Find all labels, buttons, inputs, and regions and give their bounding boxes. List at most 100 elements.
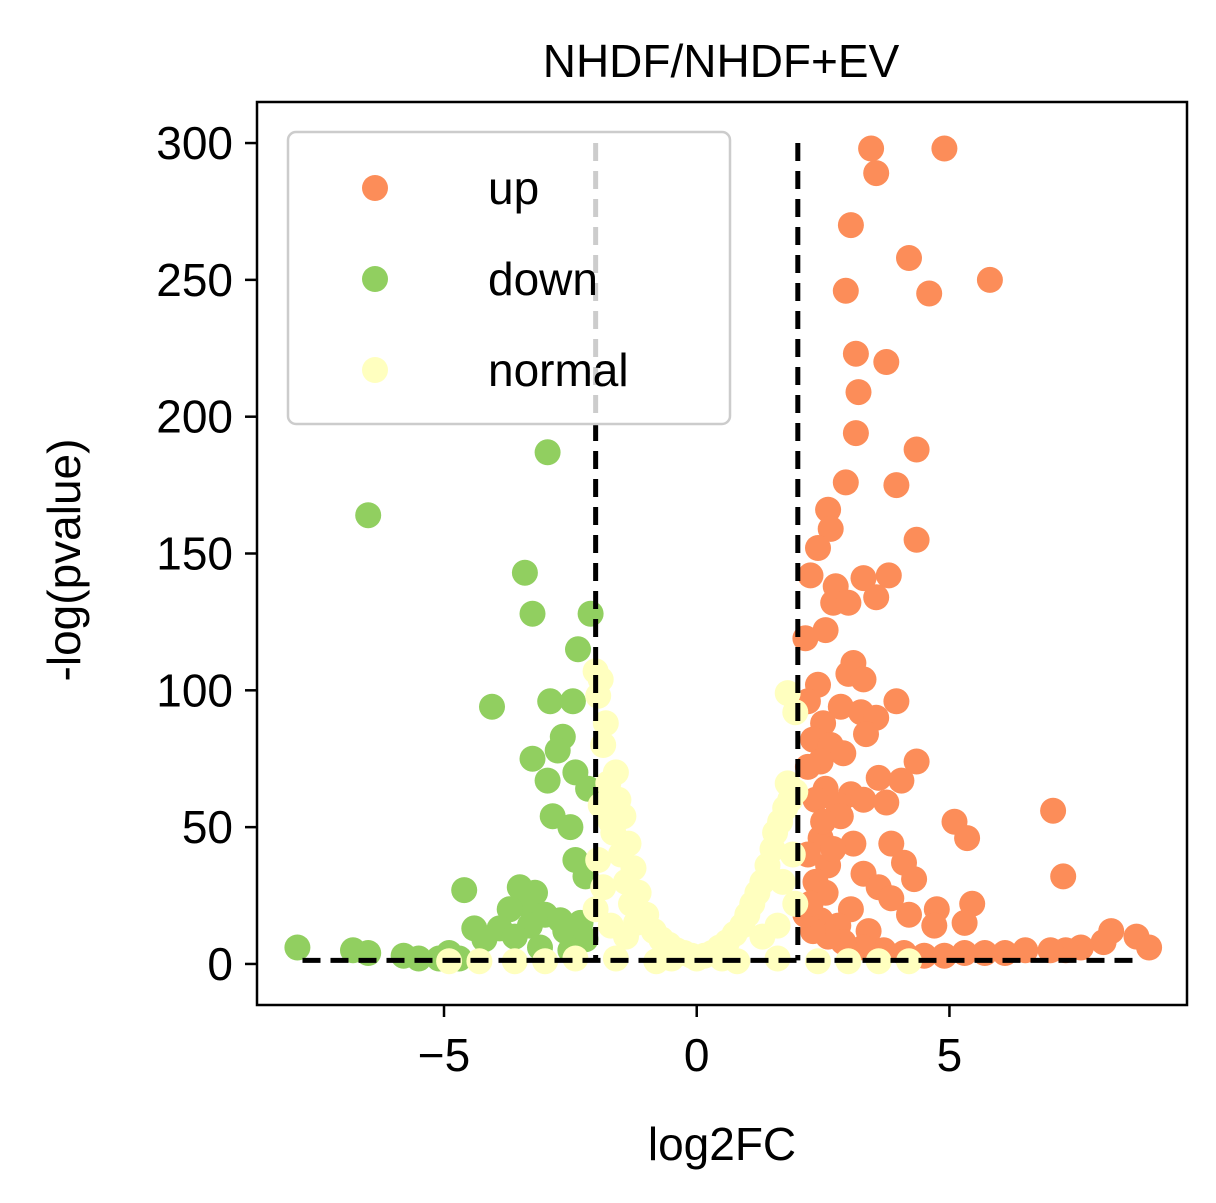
point-up-58 xyxy=(901,866,928,893)
point-down-31 xyxy=(501,923,528,950)
x-tick-label: 5 xyxy=(937,1029,963,1081)
point-up-26 xyxy=(812,617,839,644)
point-normal-62 xyxy=(764,945,791,972)
point-down-5 xyxy=(565,636,591,663)
y-axis-label: -log(pvalue) xyxy=(38,439,90,682)
legend: up down normal xyxy=(286,130,732,426)
point-up-17 xyxy=(805,535,831,561)
point-up-38 xyxy=(853,721,879,748)
y-tick-label: 100 xyxy=(156,664,233,716)
point-up-55 xyxy=(840,830,867,857)
point-up-65 xyxy=(896,901,922,928)
point-down-1 xyxy=(355,502,382,529)
point-up-42 xyxy=(903,748,930,775)
point-normal-53 xyxy=(782,890,809,917)
point-up-41 xyxy=(830,740,857,767)
point-up-77 xyxy=(1136,934,1163,961)
point-up-21 xyxy=(797,562,824,589)
point-up-19 xyxy=(850,565,877,592)
point-down-0 xyxy=(534,439,561,466)
point-up-53 xyxy=(954,825,981,852)
point-down-13 xyxy=(534,767,561,794)
point-normal-51 xyxy=(769,868,796,895)
y-tick-label: 200 xyxy=(156,391,233,443)
point-normal-66 xyxy=(896,948,922,975)
point-up-48 xyxy=(850,786,877,813)
y-tick-label: 50 xyxy=(182,801,233,853)
point-normal-68 xyxy=(597,912,624,939)
legend-label-up: up xyxy=(488,162,539,214)
point-up-30 xyxy=(850,666,877,693)
point-down-16 xyxy=(557,814,584,841)
legend-marker-normal xyxy=(362,357,388,383)
point-up-10 xyxy=(845,379,872,406)
point-up-20 xyxy=(875,562,902,589)
point-up-24 xyxy=(835,589,862,616)
y-tick-label: 300 xyxy=(156,117,233,169)
point-up-101 xyxy=(810,808,837,835)
point-up-18 xyxy=(903,526,930,553)
point-down-3 xyxy=(519,600,546,627)
point-up-52 xyxy=(878,830,905,857)
legend-label-normal: normal xyxy=(488,344,629,396)
point-up-25 xyxy=(863,584,890,611)
point-normal-70 xyxy=(764,912,791,939)
point-up-7 xyxy=(916,280,943,307)
point-normal-2 xyxy=(585,682,612,709)
y-tick-label: 150 xyxy=(156,528,233,580)
legend-marker-down xyxy=(362,266,388,292)
point-down-8 xyxy=(479,693,505,720)
point-normal-57 xyxy=(532,948,559,975)
point-normal-48 xyxy=(585,847,612,873)
point-up-8 xyxy=(842,340,869,367)
point-normal-72 xyxy=(709,945,735,972)
point-up-11 xyxy=(842,420,869,447)
legend-marker-up xyxy=(362,175,388,201)
x-tick-label: 0 xyxy=(684,1029,710,1081)
point-normal-50 xyxy=(779,841,806,868)
y-axis-ticks: 0 50 100 150 200 250 300 xyxy=(156,117,257,990)
y-tick-label: 250 xyxy=(156,254,233,306)
point-up-2 xyxy=(863,160,890,187)
point-down-32 xyxy=(471,926,498,953)
point-up-45 xyxy=(888,767,915,794)
point-normal-47 xyxy=(597,808,624,835)
legend-label-down: down xyxy=(488,253,598,305)
point-down-11 xyxy=(519,745,546,772)
point-up-1 xyxy=(931,135,958,162)
point-normal-43 xyxy=(779,781,806,808)
point-up-50 xyxy=(873,789,900,816)
point-down-6 xyxy=(537,688,564,715)
data-points xyxy=(284,135,1163,975)
point-normal-45 xyxy=(782,699,809,726)
point-up-4 xyxy=(896,245,922,271)
point-up-72 xyxy=(951,909,978,936)
point-down-7 xyxy=(559,688,586,715)
point-up-3 xyxy=(837,212,864,239)
point-up-9 xyxy=(873,349,900,375)
point-normal-3 xyxy=(592,710,619,737)
point-up-46 xyxy=(794,753,821,780)
y-tick-label: 0 xyxy=(207,938,233,990)
point-up-12 xyxy=(903,436,930,463)
point-up-16 xyxy=(817,515,844,542)
point-up-73 xyxy=(921,912,948,939)
point-up-54 xyxy=(1040,797,1067,824)
point-down-23 xyxy=(496,896,523,923)
point-up-96 xyxy=(820,836,847,862)
point-up-34 xyxy=(827,693,854,720)
threshold-lines xyxy=(302,143,1142,963)
point-down-21 xyxy=(451,877,478,904)
point-up-13 xyxy=(832,469,859,496)
point-up-99 xyxy=(802,786,829,813)
point-up-14 xyxy=(883,472,910,499)
point-down-34 xyxy=(284,934,311,961)
point-up-81 xyxy=(1012,937,1039,964)
x-axis-ticks: −5 0 5 xyxy=(418,1005,962,1081)
point-up-76 xyxy=(1090,929,1117,956)
point-up-62 xyxy=(878,885,905,912)
x-axis-label: log2FC xyxy=(648,1118,796,1170)
point-up-44 xyxy=(865,764,892,791)
point-up-80 xyxy=(1037,937,1064,964)
